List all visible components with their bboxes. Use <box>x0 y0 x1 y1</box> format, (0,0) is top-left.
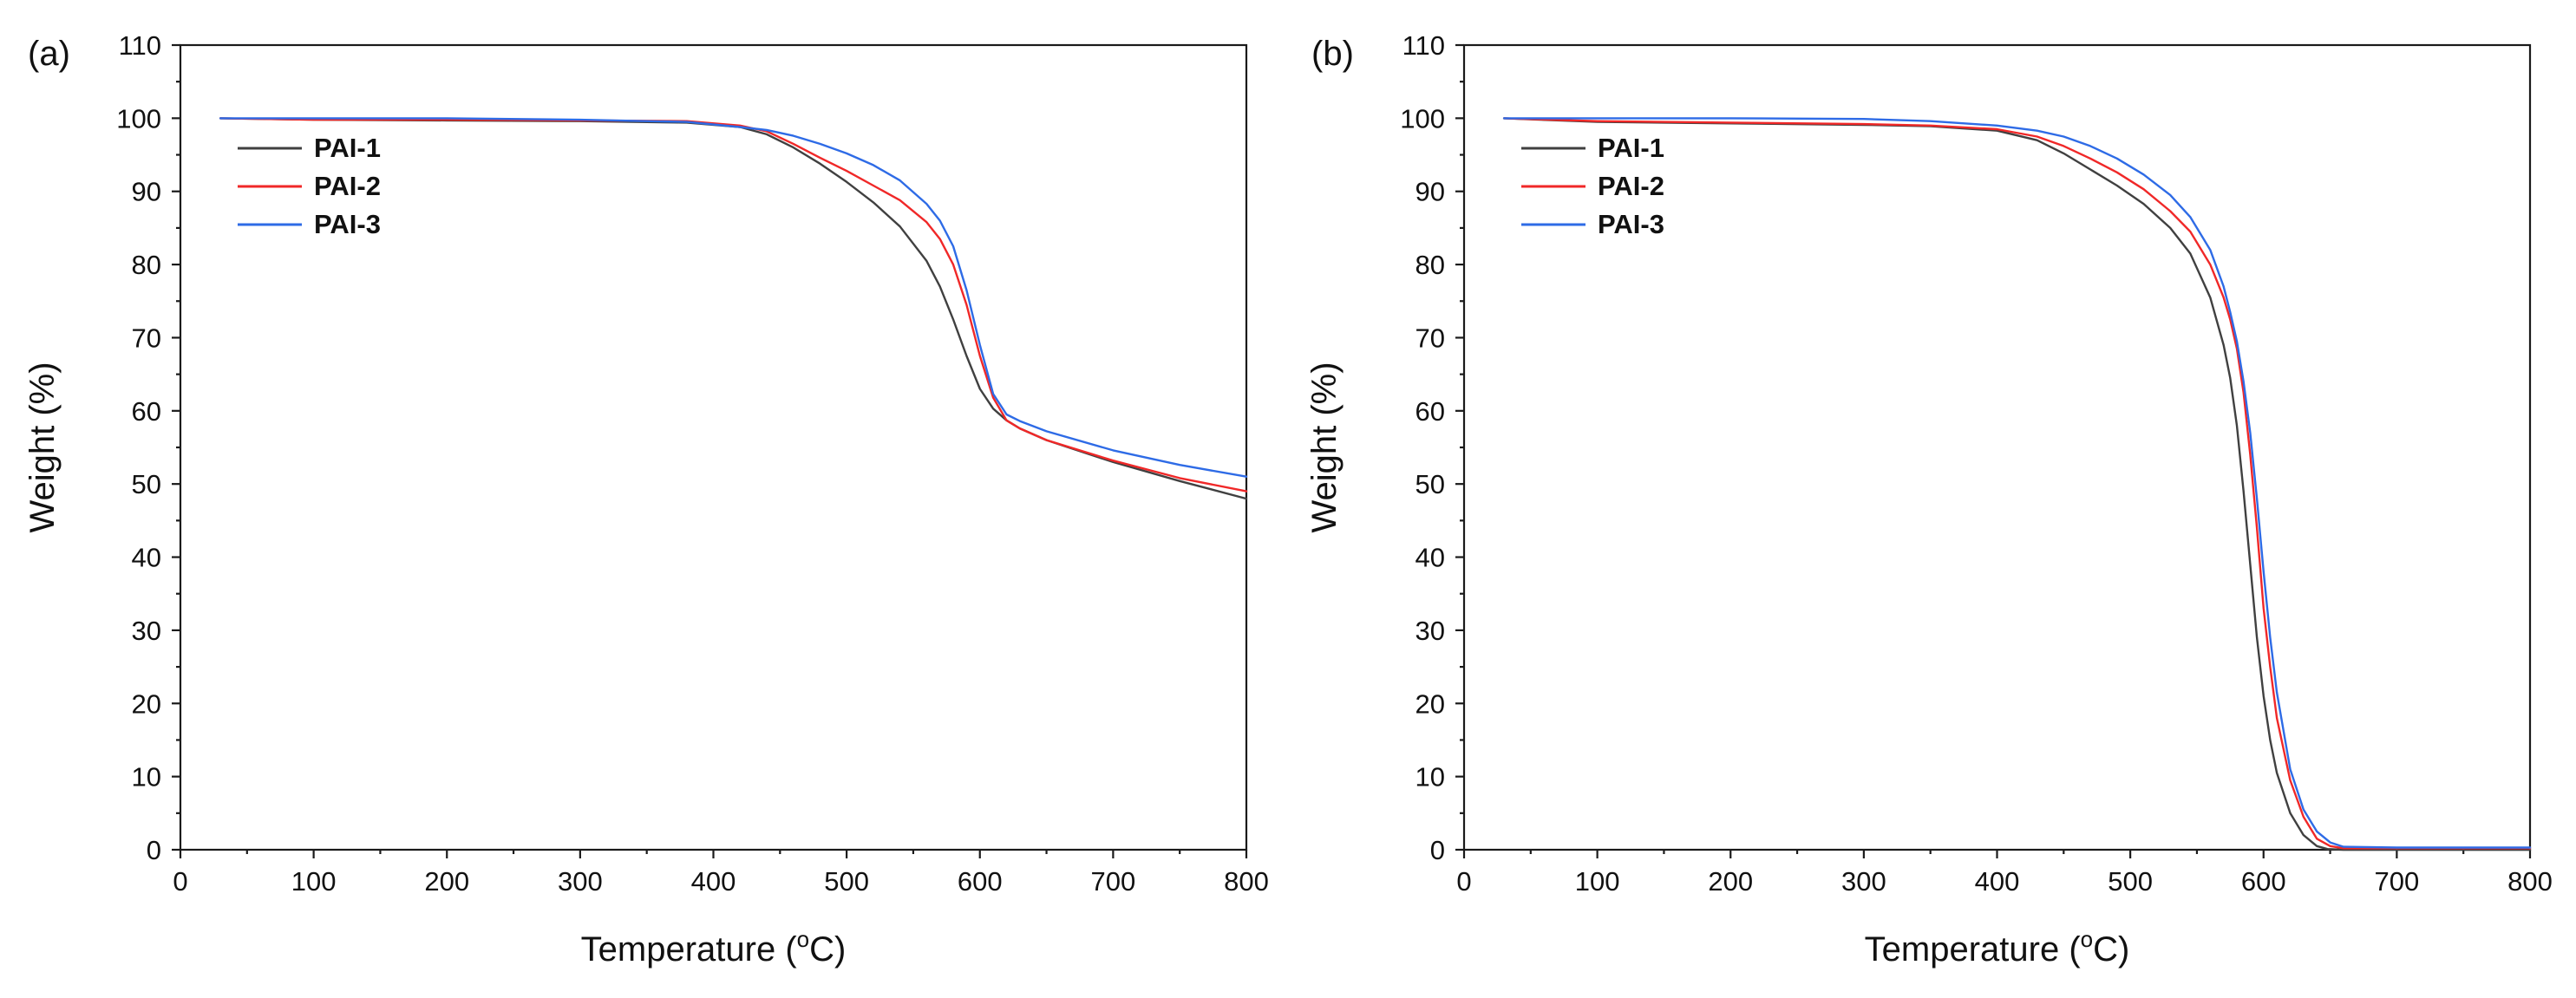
legend-label: PAI-2 <box>314 171 381 201</box>
x-axis-title-suffix: C) <box>2093 930 2129 969</box>
y-tick-label: 10 <box>132 762 161 793</box>
x-tick-label: 600 <box>958 866 1003 897</box>
x-axis-title: Temperature (oC) <box>1865 926 2130 969</box>
legend-label: PAI-3 <box>314 209 381 239</box>
y-tick-label: 30 <box>132 616 161 646</box>
y-tick-label: 70 <box>1415 323 1445 353</box>
y-tick-label: 110 <box>119 30 161 61</box>
x-tick-label: 500 <box>2108 866 2153 897</box>
y-tick-label: 40 <box>1415 543 1445 573</box>
panel-label: (a) <box>28 35 70 73</box>
y-tick-label: 70 <box>132 323 161 353</box>
x-tick-label: 800 <box>1224 866 1269 897</box>
x-axis-title: Temperature (oC) <box>581 926 847 969</box>
x-tick-label: 400 <box>691 866 736 897</box>
plot-frame <box>179 43 1248 851</box>
x-tick-label: 100 <box>1575 866 1620 897</box>
y-tick-label: 80 <box>1415 250 1445 280</box>
y-tick-label: 90 <box>132 177 161 207</box>
x-tick-label: 400 <box>1975 866 2020 897</box>
legend-label: PAI-3 <box>1598 209 1664 239</box>
x-tick-label: 200 <box>424 866 469 897</box>
y-tick-label: 60 <box>132 396 161 427</box>
x-tick-label: 100 <box>291 866 337 897</box>
x-tick-label: 500 <box>824 866 869 897</box>
legend-label: PAI-2 <box>1598 171 1664 201</box>
y-tick-label: 110 <box>1402 30 1445 61</box>
plot-frame <box>1462 43 2532 851</box>
y-tick-label: 60 <box>1415 396 1445 427</box>
chart-panel-2: 0 100 200 300 400 500 600 700 800 0 10 20 30 40 50 60 70… <box>1305 30 2553 969</box>
y-tick-label: 90 <box>1415 177 1445 207</box>
y-tick-label: 0 <box>1430 835 1445 865</box>
y-tick-label: 0 <box>147 835 161 865</box>
y-tick-label: 50 <box>1415 469 1445 499</box>
x-tick-label: 700 <box>2375 866 2420 897</box>
y-tick-label: 20 <box>1415 688 1445 719</box>
panel-label: (b) <box>1311 35 1354 73</box>
x-axis-title-suffix: C) <box>809 930 846 969</box>
x-axis-title-text: Temperature ( <box>581 930 798 969</box>
y-tick-label: 30 <box>1415 616 1445 646</box>
x-tick-label: 700 <box>1091 866 1136 897</box>
x-tick-label: 0 <box>1456 866 1471 897</box>
x-tick-label: 0 <box>173 866 187 897</box>
y-tick-label: 10 <box>1415 762 1445 793</box>
y-tick-label: 40 <box>132 543 161 573</box>
series-line-pai-3 <box>219 117 1248 478</box>
legend: PAI-1 PAI-2 PAI-3 <box>1521 133 1664 239</box>
x-axis-title-text: Temperature ( <box>1865 930 2082 969</box>
y-tick-label: 100 <box>116 103 161 134</box>
x-tick-label: 600 <box>2241 866 2286 897</box>
chart-panel-1: 0 100 200 300 400 500 600 700 800 0 10 20 30 40 50 60 70… <box>23 30 1269 969</box>
x-axis-title-superscript: o <box>797 926 809 952</box>
x-axis-title-superscript: o <box>2081 926 2093 952</box>
y-tick-label: 80 <box>132 250 161 280</box>
y-axis-title: Weight (%) <box>23 362 62 532</box>
legend-label: PAI-1 <box>314 133 381 163</box>
legend: PAI-1 PAI-2 PAI-3 <box>238 133 381 239</box>
series-line-pai-3 <box>1502 117 2532 849</box>
legend-label: PAI-1 <box>1598 133 1664 163</box>
series-line-pai-1 <box>1502 117 2532 851</box>
x-tick-label: 800 <box>2507 866 2553 897</box>
series-line-pai-2 <box>1502 117 2532 850</box>
x-tick-label: 300 <box>1841 866 1886 897</box>
x-tick-label: 200 <box>1708 866 1753 897</box>
x-tick-label: 300 <box>558 866 603 897</box>
y-tick-label: 20 <box>132 688 161 719</box>
y-tick-label: 100 <box>1400 103 1445 134</box>
y-tick-label: 50 <box>132 469 161 499</box>
y-axis-title: Weight (%) <box>1305 362 1344 532</box>
